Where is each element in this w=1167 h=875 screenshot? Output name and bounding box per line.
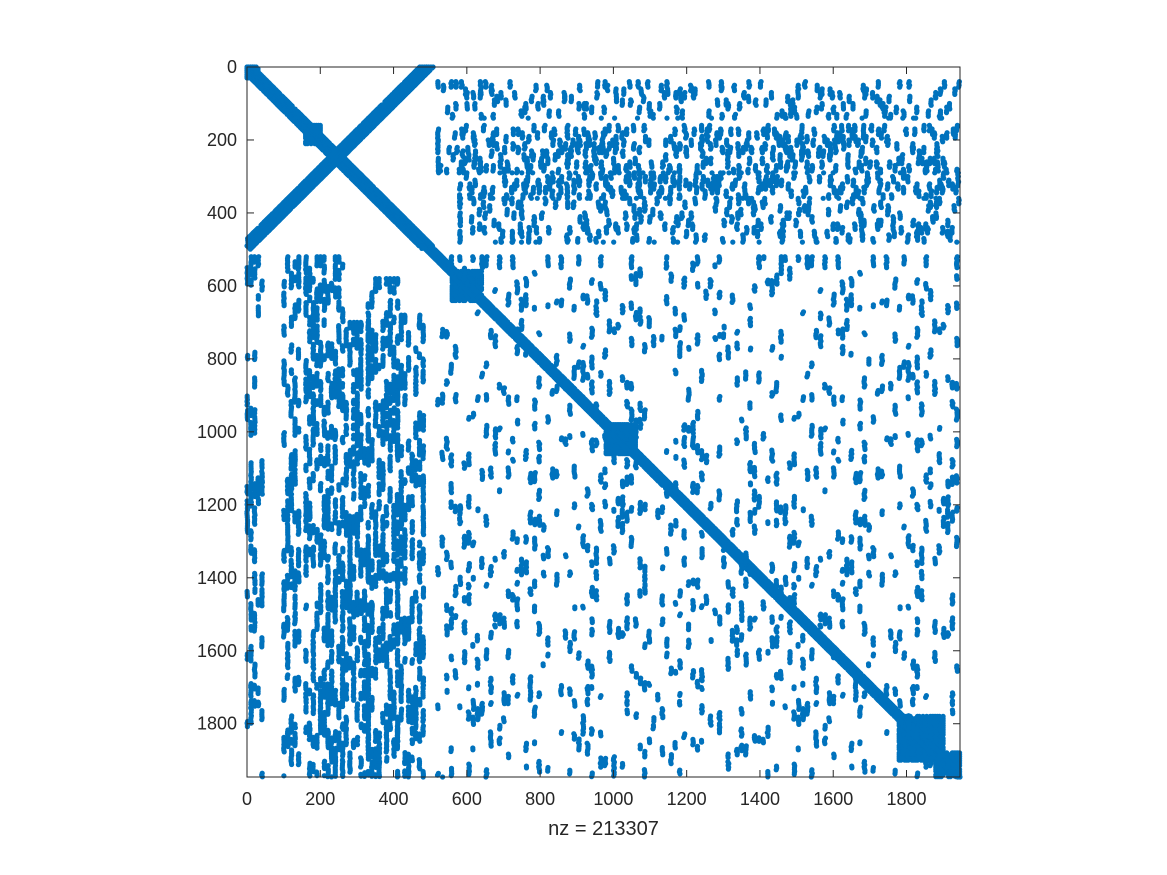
nonzero-marker <box>478 281 485 287</box>
nonzero-marker <box>940 741 946 747</box>
nonzero-marker <box>478 287 485 293</box>
nonzero-marker <box>427 67 433 73</box>
nonzero-marker <box>940 732 946 738</box>
nonzero-markers <box>244 64 963 780</box>
